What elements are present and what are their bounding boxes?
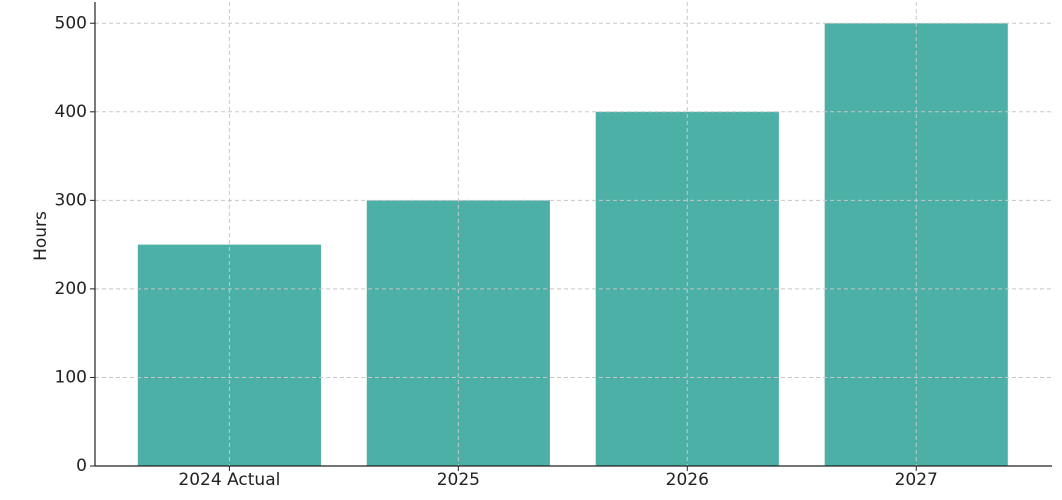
y-tick-label: 400	[55, 102, 87, 122]
x-tick-label: 2026	[666, 470, 709, 490]
y-tick-label: 500	[55, 13, 87, 33]
bar	[824, 23, 1008, 467]
y-axis-label: Hours	[31, 211, 51, 261]
x-tick-label: 2027	[895, 470, 938, 490]
x-tick-label: 2024 Actual	[178, 470, 280, 490]
y-tick-label: 100	[55, 367, 87, 387]
y-tick-label: 0	[76, 456, 87, 476]
y-tick-label: 200	[55, 279, 87, 299]
x-tick-label: 2025	[437, 470, 480, 490]
y-tick-label: 300	[55, 190, 87, 210]
